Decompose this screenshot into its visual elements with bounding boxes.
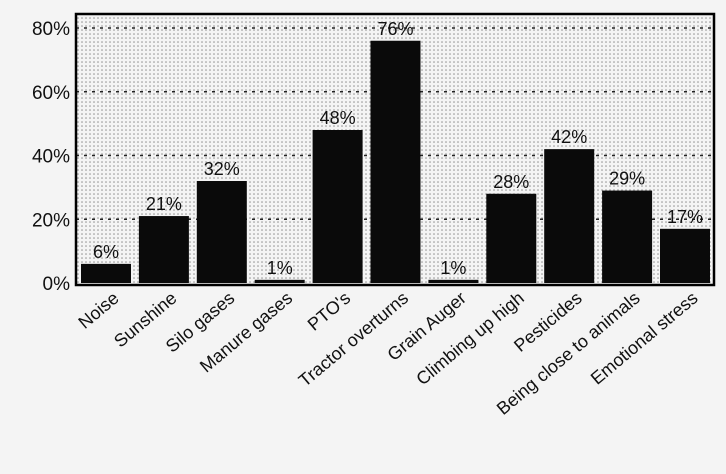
x-category-label: Emotional stress (587, 288, 702, 389)
bar-11 (660, 228, 710, 283)
data-label: 76% (377, 19, 413, 39)
y-tick-label: 0% (43, 274, 71, 295)
bar-6 (370, 40, 421, 283)
y-tick-label: 60% (32, 83, 70, 104)
y-tick-label: 80% (32, 19, 70, 40)
y-tick-label: 40% (32, 147, 70, 168)
data-label: 1% (440, 258, 466, 278)
bar-8 (486, 193, 537, 283)
bar-7 (428, 279, 479, 283)
x-category-label: Noise (74, 288, 122, 333)
data-label: 1% (267, 258, 293, 278)
bar-5 (312, 130, 363, 283)
data-label: 28% (493, 172, 529, 192)
y-tick-label: 20% (32, 210, 70, 231)
data-label: 48% (320, 108, 356, 128)
data-label: 32% (204, 159, 240, 179)
data-label: 17% (667, 207, 703, 227)
bar-9 (544, 149, 595, 283)
data-label: 21% (146, 194, 182, 214)
bars (81, 40, 710, 283)
x-category-label: Climbing up high (412, 288, 528, 390)
bar-3 (196, 181, 247, 283)
data-label: 6% (93, 242, 119, 262)
plot-frame (74, 12, 716, 287)
bar-4 (254, 279, 305, 283)
y-axis-ticks: 0% 20% 40% 60% 80% (32, 19, 70, 295)
data-label: 42% (551, 127, 587, 147)
bar-1 (81, 263, 131, 283)
data-labels: 6% 21% 32% 1% 48% 76% 1% 28% 42% 29% 17% (93, 19, 703, 278)
bar-10 (602, 190, 653, 283)
x-category-label: PTO's (304, 288, 354, 335)
bar-2 (138, 216, 189, 283)
data-label: 29% (609, 169, 645, 189)
